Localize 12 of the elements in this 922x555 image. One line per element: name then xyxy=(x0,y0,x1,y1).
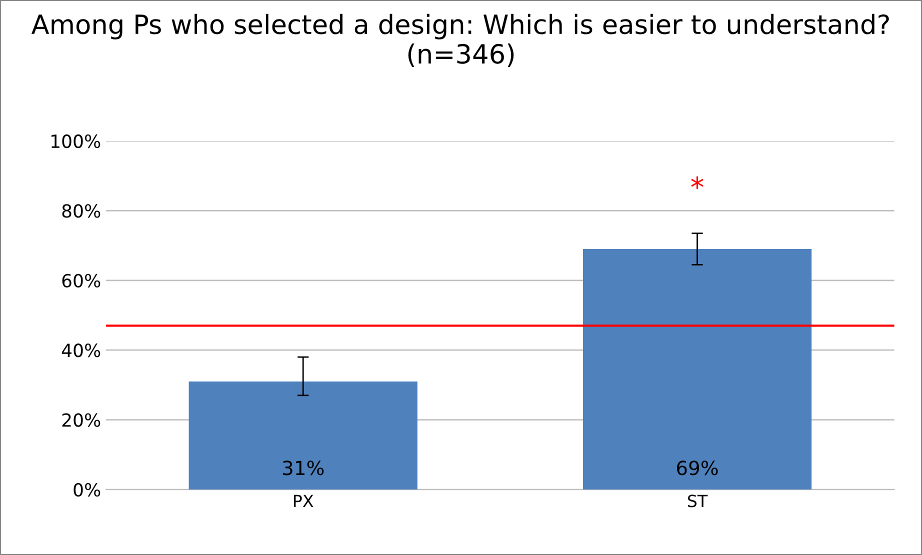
annotation: * xyxy=(691,176,704,190)
y-tick-label: 80% xyxy=(62,204,100,218)
chart-title: Among Ps who selected a design: Which is easier to understand? (n=346) xyxy=(31,14,889,67)
data-label: 31% xyxy=(282,460,324,476)
y-tick-label: 100% xyxy=(52,134,100,148)
y-tick-label: 20% xyxy=(62,413,100,427)
data-label: 69% xyxy=(677,460,718,476)
y-tick-label: 40% xyxy=(62,344,100,358)
x-tick-label: PX xyxy=(294,494,314,508)
y-tick-label: 60% xyxy=(62,274,100,288)
y-tick-label: 0% xyxy=(74,482,100,497)
x-tick-label: ST xyxy=(688,494,708,508)
